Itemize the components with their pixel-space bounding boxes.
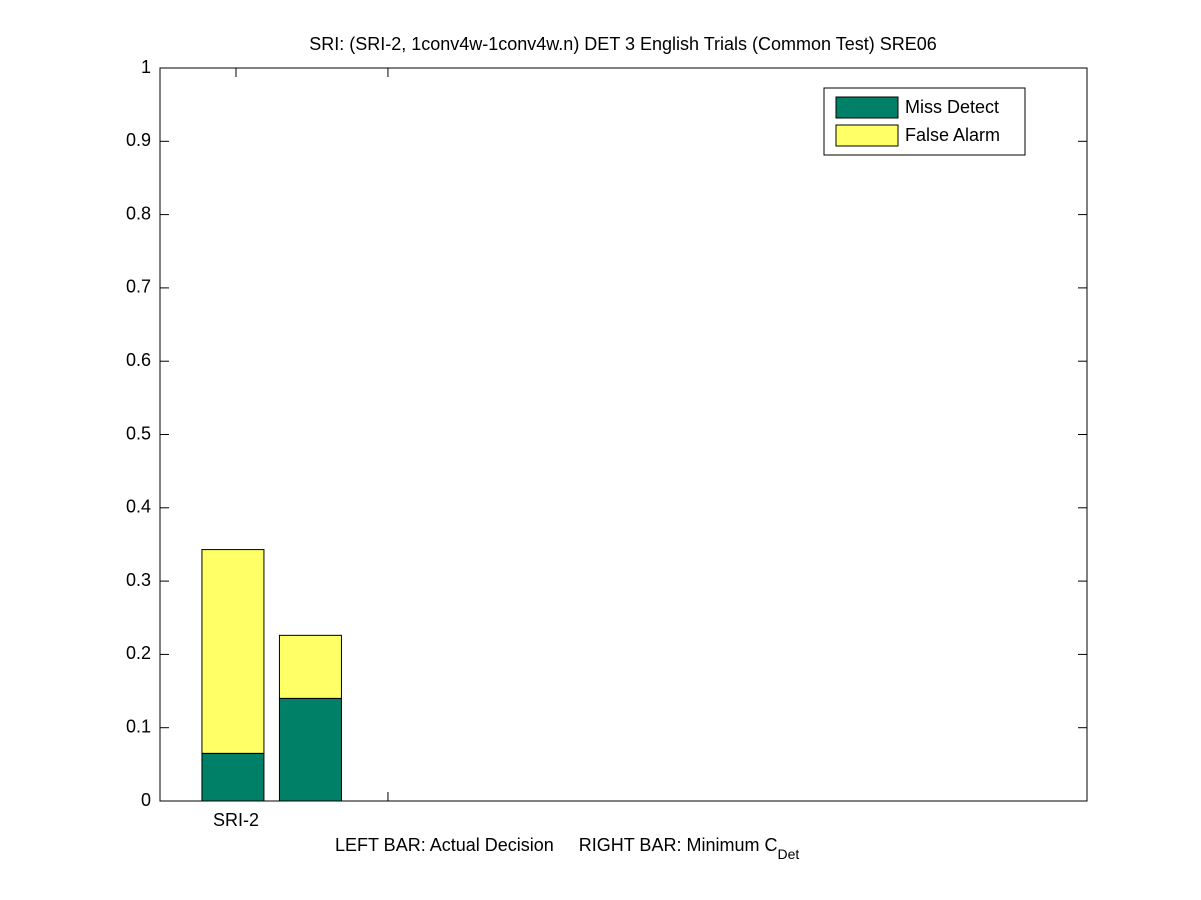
y-tick-label: 0.4 — [126, 497, 151, 517]
x-tick-label: SRI-2 — [213, 810, 259, 830]
y-tick-label: 0 — [141, 790, 151, 810]
y-tick-label: 0.3 — [126, 570, 151, 590]
y-tick-label: 0.2 — [126, 643, 151, 663]
y-tick-label: 0.9 — [126, 130, 151, 150]
plot-frame — [159, 67, 1088, 802]
x-axis-label-main: LEFT BAR: Actual Decision RIGHT BAR: Min… — [335, 835, 777, 855]
y-tick-label: 1 — [141, 57, 151, 77]
legend-label: Miss Detect — [905, 97, 999, 117]
y-tick-label: 0.1 — [126, 716, 151, 736]
chart-title: SRI: (SRI-2, 1conv4w-1conv4w.n) DET 3 En… — [309, 34, 937, 54]
bar-segment — [278, 697, 342, 802]
y-tick-label: 0.5 — [126, 423, 151, 443]
legend-swatch — [835, 124, 899, 147]
bar-segment — [201, 549, 265, 754]
legend-label: False Alarm — [905, 125, 1000, 145]
x-axis-label: LEFT BAR: Actual Decision RIGHT BAR: Min… — [335, 835, 799, 862]
x-axis-label-subscript: Det — [777, 846, 799, 862]
y-tick-label: 0.7 — [126, 277, 151, 297]
y-tick-label: 0.8 — [126, 203, 151, 223]
y-tick-label: 0.6 — [126, 350, 151, 370]
bar-segment — [278, 634, 342, 699]
bar-segment — [201, 752, 265, 802]
legend-swatch — [835, 96, 899, 119]
